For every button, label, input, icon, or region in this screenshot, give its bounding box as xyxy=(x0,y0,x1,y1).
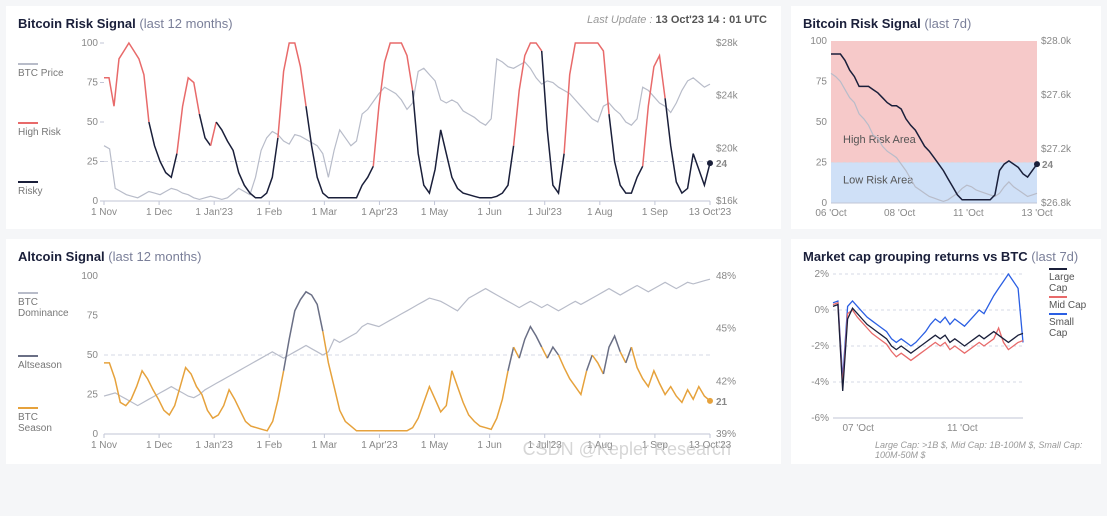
panel-altcoin-12m: Altcoin Signal (last 12 months) BTC Domi… xyxy=(6,239,781,464)
svg-text:08 'Oct: 08 'Oct xyxy=(884,208,916,219)
svg-text:21: 21 xyxy=(716,397,728,408)
svg-text:75: 75 xyxy=(87,78,99,89)
svg-text:1 Dec: 1 Dec xyxy=(146,440,172,451)
svg-text:50: 50 xyxy=(87,117,99,128)
svg-text:100: 100 xyxy=(81,38,98,49)
chart-svg: 0 25 50 75 100 $16k $20k $24k $28k 1 Nov 1 Dec 1 Ja… xyxy=(74,35,754,225)
svg-text:$24k: $24k xyxy=(716,91,739,102)
svg-text:$28k: $28k xyxy=(716,38,739,49)
svg-text:25: 25 xyxy=(87,390,99,401)
svg-text:42%: 42% xyxy=(716,376,736,387)
title-main: Altcoin Signal xyxy=(18,249,105,264)
title-sub: (last 12 months) xyxy=(139,16,232,31)
chart-svg: High Risk AreaLow Risk Area0255075100$26… xyxy=(803,35,1081,225)
svg-text:1 Mar: 1 Mar xyxy=(312,207,338,218)
svg-text:1 Jul'23: 1 Jul'23 xyxy=(528,207,563,218)
legend-item: Altseason xyxy=(18,355,70,371)
svg-text:1 Jan'23: 1 Jan'23 xyxy=(195,440,233,451)
svg-text:39%: 39% xyxy=(716,429,736,440)
svg-text:45%: 45% xyxy=(716,324,736,335)
panel-btc-risk-7d: Bitcoin Risk Signal (last 7d) High Risk … xyxy=(791,6,1101,229)
svg-text:2%: 2% xyxy=(815,269,830,280)
svg-text:1 Feb: 1 Feb xyxy=(256,440,282,451)
svg-text:0%: 0% xyxy=(815,305,830,316)
title-sub: (last 7d) xyxy=(1031,249,1078,264)
svg-text:$27.6k: $27.6k xyxy=(1041,90,1072,101)
svg-text:$27.2k: $27.2k xyxy=(1041,144,1072,155)
svg-text:24: 24 xyxy=(716,159,728,170)
svg-text:1 Jul'23: 1 Jul'23 xyxy=(528,440,563,451)
svg-text:1 Feb: 1 Feb xyxy=(256,207,282,218)
title-main: Bitcoin Risk Signal xyxy=(18,16,136,31)
chart-svg: -6% -4% -2% 0% 2% 07 'Oct 11 'Oct xyxy=(803,268,1029,438)
svg-text:13 Oct'23: 13 Oct'23 xyxy=(689,440,732,451)
legend-item: BTC Dominance xyxy=(18,292,70,319)
svg-text:1 Nov: 1 Nov xyxy=(91,207,117,218)
svg-text:50: 50 xyxy=(816,117,828,128)
svg-text:75: 75 xyxy=(87,311,99,322)
svg-text:High Risk Area: High Risk Area xyxy=(843,134,917,146)
svg-text:1 Sep: 1 Sep xyxy=(642,207,669,218)
svg-text:1 Jan'23: 1 Jan'23 xyxy=(195,207,233,218)
panel-title: Bitcoin Risk Signal (last 7d) xyxy=(803,16,1089,31)
legend-item: High Risk xyxy=(18,122,70,138)
svg-text:11 'Oct: 11 'Oct xyxy=(953,208,984,219)
svg-text:1 May: 1 May xyxy=(421,440,448,451)
panel-title: Market cap grouping returns vs BTC (last… xyxy=(803,249,1089,264)
legend-item: Large Cap xyxy=(1049,268,1089,294)
svg-text:24: 24 xyxy=(1042,160,1054,171)
title-main: Market cap grouping returns vs BTC xyxy=(803,249,1028,264)
svg-text:48%: 48% xyxy=(716,271,736,282)
svg-text:-2%: -2% xyxy=(811,341,829,352)
svg-text:25: 25 xyxy=(87,157,99,168)
legend-item: Mid Cap xyxy=(1049,296,1089,311)
svg-text:1 Mar: 1 Mar xyxy=(312,440,338,451)
panel-title: Altcoin Signal (last 12 months) xyxy=(18,249,769,264)
svg-text:-4%: -4% xyxy=(811,377,829,388)
svg-text:13 Oct'23: 13 Oct'23 xyxy=(689,207,732,218)
svg-text:1 Aug: 1 Aug xyxy=(587,440,613,451)
svg-text:$28.0k: $28.0k xyxy=(1041,36,1072,47)
legend-item: BTC Price xyxy=(18,63,70,79)
svg-text:1 Apr'23: 1 Apr'23 xyxy=(361,207,398,218)
svg-text:1 Jun: 1 Jun xyxy=(477,440,501,451)
legend-item: Small Cap xyxy=(1049,313,1089,339)
panel-mcap-returns: Market cap grouping returns vs BTC (last… xyxy=(791,239,1101,464)
svg-text:1 Jun: 1 Jun xyxy=(477,207,501,218)
last-update: Last Update : 13 Oct'23 14 : 01 UTC xyxy=(587,14,767,26)
svg-text:50: 50 xyxy=(87,350,99,361)
legend-right: Large Cap Mid Cap Small Cap xyxy=(1045,268,1089,438)
svg-text:1 Nov: 1 Nov xyxy=(91,440,117,451)
legend-item: Risky xyxy=(18,181,70,197)
title-sub: (last 7d) xyxy=(924,16,971,31)
title-main: Bitcoin Risk Signal xyxy=(803,16,921,31)
svg-text:0: 0 xyxy=(92,429,98,440)
svg-text:-6%: -6% xyxy=(811,413,829,424)
svg-text:1 Apr'23: 1 Apr'23 xyxy=(361,440,398,451)
chart-svg: 0 25 50 75 100 39% 42% 45% 48% 1 Nov 1 Dec 1 Jan'23… xyxy=(74,268,754,458)
legend-left: BTC Price High Risk Risky xyxy=(18,35,74,225)
panel-btc-risk-12m: Bitcoin Risk Signal (last 12 months) Las… xyxy=(6,6,781,229)
svg-text:100: 100 xyxy=(81,271,98,282)
svg-text:06 'Oct: 06 'Oct xyxy=(815,208,847,219)
svg-text:$20k: $20k xyxy=(716,143,739,154)
svg-text:07 'Oct: 07 'Oct xyxy=(843,423,875,434)
footnote: Large Cap: >1B $, Mid Cap: 1B-100M $, Sm… xyxy=(803,438,1089,460)
svg-text:25: 25 xyxy=(816,158,828,169)
legend-item: BTC Season xyxy=(18,407,70,434)
svg-text:1 Sep: 1 Sep xyxy=(642,440,669,451)
svg-text:1 Dec: 1 Dec xyxy=(146,207,172,218)
svg-text:Low Risk Area: Low Risk Area xyxy=(843,175,914,187)
svg-text:13 'Oct: 13 'Oct xyxy=(1021,208,1053,219)
legend-left: BTC Dominance Altseason BTC Season xyxy=(18,268,74,458)
svg-text:75: 75 xyxy=(816,77,828,88)
svg-text:1 May: 1 May xyxy=(421,207,448,218)
svg-text:1 Aug: 1 Aug xyxy=(587,207,613,218)
svg-text:11 'Oct: 11 'Oct xyxy=(947,423,978,434)
title-sub: (last 12 months) xyxy=(108,249,201,264)
svg-text:$16k: $16k xyxy=(716,196,739,207)
svg-text:0: 0 xyxy=(92,196,98,207)
svg-text:100: 100 xyxy=(810,36,827,47)
